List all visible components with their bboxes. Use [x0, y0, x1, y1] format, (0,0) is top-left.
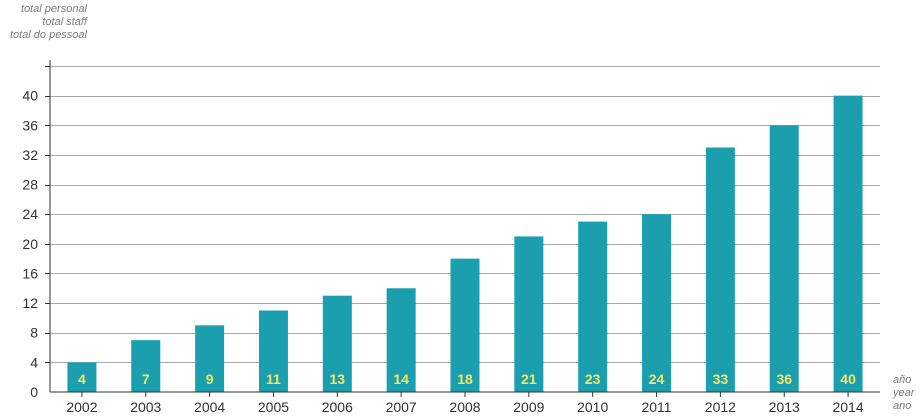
bar	[131, 340, 161, 392]
bar	[705, 147, 735, 392]
y-tick-label: 20	[22, 236, 38, 252]
data-label: 33	[713, 371, 729, 387]
bars	[67, 95, 863, 393]
bar	[386, 288, 416, 392]
x-tick-label: 2008	[449, 399, 480, 415]
x-axis-label: año year ano	[892, 374, 916, 412]
y-tick-label: 28	[22, 177, 38, 193]
y-tick-label: 24	[22, 206, 38, 222]
x-axis-label-line: ano	[893, 400, 911, 412]
bar	[578, 221, 608, 392]
y-axis-label-line: total staff	[42, 16, 88, 28]
data-label: 23	[585, 371, 601, 387]
data-label: 24	[649, 371, 665, 387]
bar	[195, 325, 225, 392]
x-tick-label: 2003	[130, 399, 161, 415]
x-tick-label: 2010	[577, 399, 608, 415]
y-tick-label: 4	[30, 354, 38, 370]
y-tick-label: 36	[22, 117, 38, 133]
y-tick-label: 32	[22, 147, 38, 163]
gridlines	[50, 66, 880, 363]
bar	[769, 125, 799, 392]
x-tick-label: 2005	[258, 399, 289, 415]
data-label: 13	[330, 371, 346, 387]
data-label: 14	[393, 371, 409, 387]
bar	[67, 362, 97, 392]
data-label: 7	[142, 371, 150, 387]
x-axis-label-line: año	[893, 374, 911, 386]
data-label: 9	[206, 371, 214, 387]
x-tick-label: 2014	[832, 399, 863, 415]
x-tick-label: 2012	[705, 399, 736, 415]
x-tick-label: 2011	[641, 399, 671, 415]
y-tick-label: 0	[30, 384, 38, 400]
y-axis-ticks: 0 4 8 12 16 20 24 28 32 36 40	[22, 66, 50, 400]
x-axis-ticks: 2002 2003 2004 2005 2006 2007 2008 2009 2010 2011…	[66, 392, 864, 415]
bar	[322, 295, 352, 392]
bar	[514, 236, 544, 392]
x-tick-label: 2013	[769, 399, 800, 415]
data-label: 11	[266, 371, 281, 387]
y-tick-label: 12	[22, 295, 38, 311]
x-tick-label: 2004	[194, 399, 225, 415]
y-axis-label-line: total do pessoal	[10, 29, 88, 41]
x-tick-label: 2007	[386, 399, 417, 415]
data-label: 36	[776, 371, 792, 387]
y-tick-label: 40	[22, 88, 38, 104]
data-label: 18	[457, 371, 473, 387]
y-tick-label: 8	[30, 325, 38, 341]
y-tick-label: 16	[22, 265, 38, 281]
data-label: 40	[840, 371, 856, 387]
data-label: 4	[78, 371, 86, 387]
y-axis-label-line: total personal	[21, 3, 88, 15]
bar	[642, 214, 672, 392]
data-labels: 4 7 9 11 13 14 18 21 23 24 33 36 40	[78, 371, 856, 387]
bar	[833, 95, 863, 393]
x-tick-label: 2006	[322, 399, 353, 415]
bar	[258, 310, 288, 392]
bar	[450, 258, 480, 392]
y-axis-label: total personal total staff total do pess…	[10, 3, 88, 41]
x-tick-label: 2009	[513, 399, 544, 415]
x-tick-label: 2002	[66, 399, 97, 415]
x-axis-label-line: year	[892, 387, 916, 399]
data-label: 21	[521, 371, 537, 387]
